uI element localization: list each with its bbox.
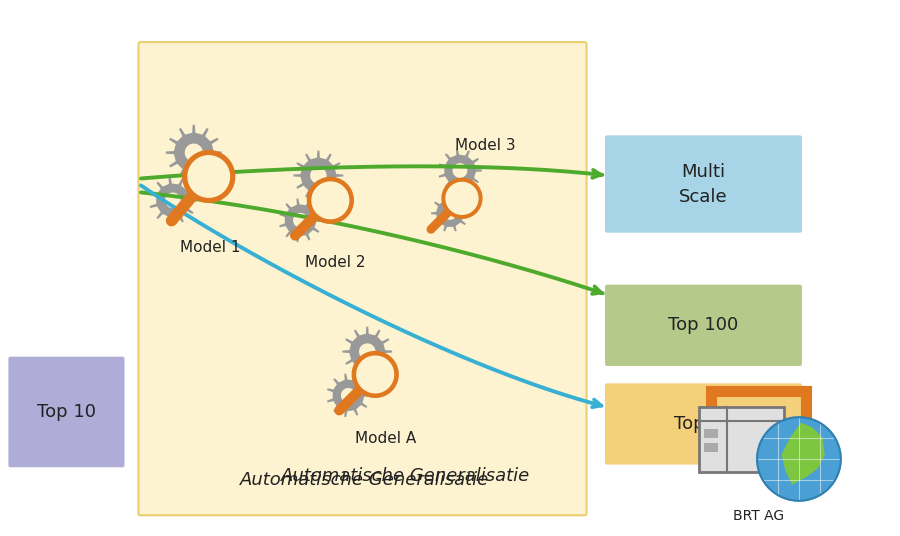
- Text: Multi
Scale: Multi Scale: [680, 162, 728, 205]
- Text: Automatische Generalisatie: Automatische Generalisatie: [240, 471, 490, 489]
- Polygon shape: [352, 352, 398, 397]
- Polygon shape: [757, 417, 841, 501]
- FancyBboxPatch shape: [605, 136, 802, 233]
- Polygon shape: [166, 193, 180, 207]
- Text: Automatische Generalisatie: Automatische Generalisatie: [281, 467, 530, 485]
- Polygon shape: [357, 356, 393, 393]
- Polygon shape: [438, 148, 482, 192]
- FancyBboxPatch shape: [139, 42, 587, 515]
- Polygon shape: [293, 213, 307, 227]
- Polygon shape: [342, 327, 392, 376]
- Bar: [704, 443, 718, 452]
- Polygon shape: [293, 151, 343, 200]
- Text: BRT AG: BRT AG: [734, 509, 785, 523]
- Bar: [704, 429, 718, 438]
- Polygon shape: [149, 176, 197, 224]
- Polygon shape: [183, 151, 235, 202]
- Polygon shape: [308, 177, 354, 223]
- Polygon shape: [166, 125, 221, 181]
- FancyBboxPatch shape: [605, 285, 802, 366]
- Polygon shape: [327, 374, 370, 417]
- Polygon shape: [312, 182, 348, 219]
- Polygon shape: [310, 168, 326, 183]
- FancyBboxPatch shape: [699, 407, 784, 472]
- Text: Top 50: Top 50: [674, 415, 733, 433]
- FancyBboxPatch shape: [605, 383, 802, 465]
- Polygon shape: [782, 423, 824, 484]
- Polygon shape: [185, 144, 202, 161]
- Polygon shape: [442, 178, 482, 218]
- Text: Top 100: Top 100: [669, 316, 739, 334]
- Text: Model 3: Model 3: [455, 138, 516, 153]
- Polygon shape: [431, 195, 469, 232]
- Polygon shape: [342, 389, 355, 402]
- Polygon shape: [279, 198, 322, 242]
- Polygon shape: [454, 164, 467, 177]
- Text: Top 10: Top 10: [37, 403, 96, 421]
- Text: Model 1: Model 1: [181, 240, 241, 255]
- Polygon shape: [188, 156, 230, 197]
- Polygon shape: [444, 207, 456, 219]
- Text: Model A: Model A: [355, 431, 416, 446]
- Polygon shape: [446, 182, 478, 214]
- FancyBboxPatch shape: [8, 356, 124, 467]
- Polygon shape: [360, 344, 374, 359]
- Text: Model 2: Model 2: [305, 255, 365, 270]
